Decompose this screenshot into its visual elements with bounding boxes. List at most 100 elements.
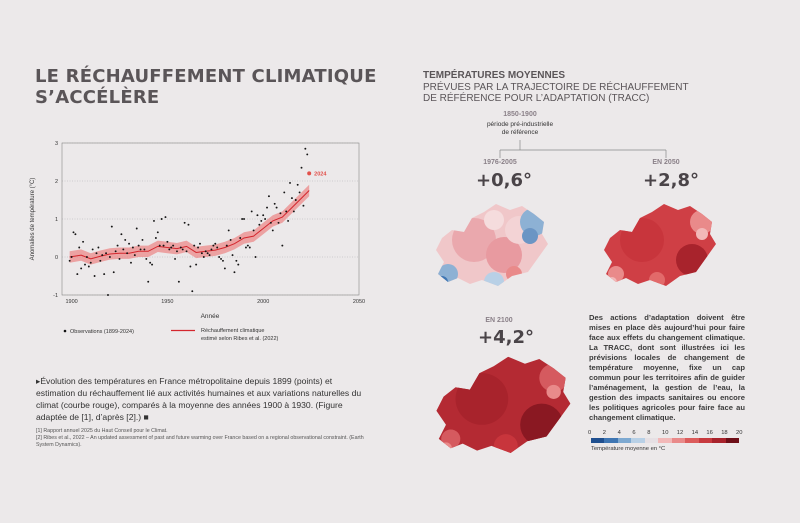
observation-point — [107, 294, 109, 296]
observation-point — [302, 204, 305, 207]
observation-point — [294, 199, 297, 201]
observation-point — [80, 267, 83, 270]
colorbar-tick: 0 — [588, 430, 592, 436]
observation-point — [116, 244, 119, 247]
period-value-2100: +4,2° — [478, 327, 534, 348]
observation-point — [68, 259, 71, 262]
observation-point — [181, 248, 184, 251]
observation-point — [233, 271, 236, 274]
observation-point — [122, 248, 125, 251]
observation-point — [87, 265, 90, 268]
observation-point — [237, 263, 240, 266]
period-connector — [499, 140, 667, 158]
observation-point — [277, 221, 280, 224]
observation-point — [193, 244, 196, 247]
observation-point — [103, 273, 106, 276]
observation-point — [260, 219, 263, 222]
observation-point — [191, 290, 194, 293]
observation-point — [269, 221, 272, 224]
observation-point — [126, 252, 129, 255]
colorbar-swatch — [685, 438, 699, 443]
observation-point — [143, 248, 146, 251]
observation-point — [177, 280, 180, 283]
colorbar-tick: 14 — [691, 430, 699, 436]
observation-point — [82, 240, 85, 243]
map-1976-2005 — [436, 204, 548, 286]
reference-label-line1: période pré-industrielle — [486, 121, 554, 128]
observation-point — [206, 252, 209, 255]
observation-point — [306, 153, 309, 156]
observation-point — [292, 210, 295, 213]
map-2100 — [436, 356, 571, 453]
description-text: Des actions d’adaptation doivent être mi… — [589, 313, 745, 422]
observation-point — [200, 252, 203, 255]
references: [1] Rapport annuel 2025 du Haut Conseil … — [36, 428, 376, 449]
observation-point — [189, 265, 192, 268]
reference-2: [2] Ribes et al., 2022 – An updated asse… — [36, 435, 364, 448]
point-2024-highlight — [307, 171, 312, 176]
observation-point — [108, 256, 111, 258]
observation-point — [78, 246, 81, 249]
observation-point — [222, 259, 224, 262]
observation-point — [246, 244, 249, 247]
observation-point — [156, 231, 159, 234]
legend-observations: Observations (1899-2024) — [70, 329, 134, 335]
observation-point — [91, 248, 94, 251]
observation-point — [256, 214, 259, 217]
colorbar-swatch — [631, 438, 645, 443]
observation-point — [296, 183, 299, 186]
observation-point — [264, 218, 267, 220]
section-title-line3: DE RÉFÉRENCE POUR L’ADAPTATION (TRACC) — [423, 93, 650, 104]
observation-point — [275, 206, 278, 209]
y-tick-label: 0 — [55, 255, 58, 261]
observation-point — [252, 229, 255, 232]
section-title: TEMPÉRATURES MOYENNES PRÉVUES PAR LA TRA… — [423, 70, 723, 105]
observation-point — [235, 259, 238, 262]
period-value-2050: +2,8° — [643, 170, 699, 191]
observation-point — [130, 261, 132, 264]
observation-point — [133, 254, 136, 257]
observation-point — [149, 261, 152, 264]
observation-point — [93, 275, 96, 277]
observation-point — [283, 191, 286, 194]
colorbar-swatch — [698, 438, 713, 443]
observation-point — [170, 246, 173, 249]
y-tick-label: 3 — [55, 141, 58, 147]
colorbar-swatch — [644, 438, 659, 443]
observation-point — [210, 248, 213, 251]
observation-point — [254, 256, 257, 258]
observation-point — [287, 219, 290, 222]
period-label-2050: EN 2050 — [652, 159, 680, 166]
observation-point — [120, 233, 123, 236]
observation-point — [141, 238, 144, 241]
observation-point — [112, 271, 115, 274]
title-line-2: S’ACCÉLÈRE — [35, 87, 160, 108]
observation-point — [179, 246, 182, 249]
observation-point — [70, 256, 73, 258]
observation-point — [298, 191, 301, 194]
observation-point — [266, 206, 268, 209]
observation-point — [285, 210, 288, 213]
observation-point — [137, 244, 140, 247]
observation-point — [183, 221, 186, 224]
colorbar-tick: 10 — [662, 430, 669, 436]
observation-point — [118, 257, 121, 260]
observation-point — [114, 250, 117, 253]
map-2050 — [604, 204, 716, 286]
observation-point — [187, 223, 190, 226]
observation-point — [147, 280, 150, 283]
observation-point — [225, 244, 228, 247]
colorbar-tick: 12 — [676, 430, 684, 436]
reference-period-label: période pré-industrielle de référence — [450, 121, 590, 137]
observation-point — [85, 256, 88, 258]
observation-point — [84, 263, 86, 266]
observation-point — [218, 256, 221, 258]
annotation-2024: 2024 — [314, 171, 327, 177]
observation-point — [262, 214, 265, 217]
observation-point — [243, 218, 245, 220]
observation-point — [231, 254, 234, 257]
x-tick-label: 2050 — [353, 299, 365, 305]
colorbar-tick: 20 — [736, 430, 743, 436]
colorbar-swatch — [658, 438, 672, 443]
observation-point — [289, 181, 291, 184]
